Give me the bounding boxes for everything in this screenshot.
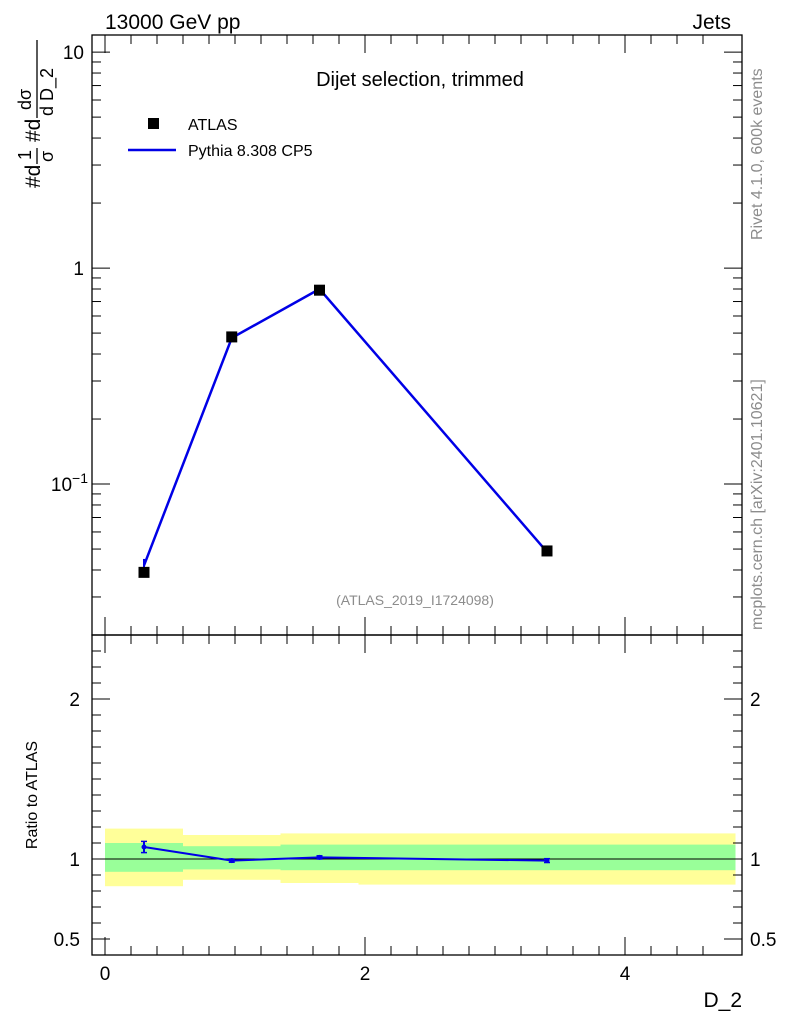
ratio-point xyxy=(229,858,235,864)
ratio-y-tick-label-left: 0.5 xyxy=(54,930,80,951)
rivet-version-label: Rivet 4.1.0, 600k events xyxy=(749,68,766,240)
mcplots-source-label: mcplots.cern.ch [arXiv:2401.10621] xyxy=(749,379,766,630)
y-label-prefix-2: #d xyxy=(22,119,45,142)
ratio-uncertainty-bands xyxy=(105,828,736,887)
y-label-frac2-num: dσ xyxy=(15,89,35,110)
ratio-series xyxy=(141,840,550,864)
atlas-data-point xyxy=(138,566,150,578)
ratio-y-tick-label-left: 2 xyxy=(69,690,80,711)
ratio-band-inner xyxy=(358,844,736,871)
ratio-pythia-line xyxy=(143,846,548,862)
ratio-point xyxy=(141,844,147,850)
y-label-frac1-den: σ xyxy=(37,151,57,162)
x-axis-label: D_2 xyxy=(703,989,742,1012)
y-label-frac2-den: d D_2 xyxy=(37,68,58,116)
main-y-tick-label: 10−1 xyxy=(51,470,88,496)
plot-title: Dijet selection, trimmed xyxy=(316,69,524,91)
main-y-axis-label: #d 1 σ #d dσ d D_2 xyxy=(15,40,58,188)
header-category-label: Jets xyxy=(692,11,731,34)
x-tick-label: 4 xyxy=(620,964,631,985)
legend: ATLAS Pythia 8.308 CP5 xyxy=(128,117,313,160)
legend-atlas-marker xyxy=(148,118,159,129)
main-series xyxy=(138,284,553,578)
ratio-band-inner xyxy=(183,846,281,870)
main-y-tick-label: 10 xyxy=(63,43,84,64)
atlas-data-point xyxy=(226,331,238,343)
ratio-axes: 0.5 0.5 1 1 2 2 0 2 4 xyxy=(54,634,776,985)
ratio-point xyxy=(544,858,550,864)
pythia-line xyxy=(142,287,548,566)
ratio-y-tick-label-right: 2 xyxy=(750,690,761,711)
legend-pythia-label: Pythia 8.308 CP5 xyxy=(188,143,313,160)
ratio-y-tick-label-right: 0.5 xyxy=(750,930,776,951)
x-tick-label: 0 xyxy=(100,964,111,985)
ratio-y-tick-label-left: 1 xyxy=(69,850,80,871)
ratio-y-axis-label: Ratio to ATLAS xyxy=(24,741,41,849)
ratio-frame xyxy=(91,634,743,956)
atlas-data-point xyxy=(314,284,325,296)
header-collision-label: 13000 GeV pp xyxy=(105,11,240,34)
ratio-y-tick-label-right: 1 xyxy=(750,850,761,871)
y-label-prefix: #d xyxy=(22,165,45,188)
atlas-data-point xyxy=(541,545,553,557)
x-tick-label: 2 xyxy=(360,964,371,985)
analysis-tag: (ATLAS_2019_I1724098) xyxy=(336,592,494,608)
legend-atlas-label: ATLAS xyxy=(188,117,238,134)
ratio-point xyxy=(317,854,322,860)
y-label-frac1-num: 1 xyxy=(15,150,35,160)
main-y-tick-label: 1 xyxy=(73,259,84,280)
